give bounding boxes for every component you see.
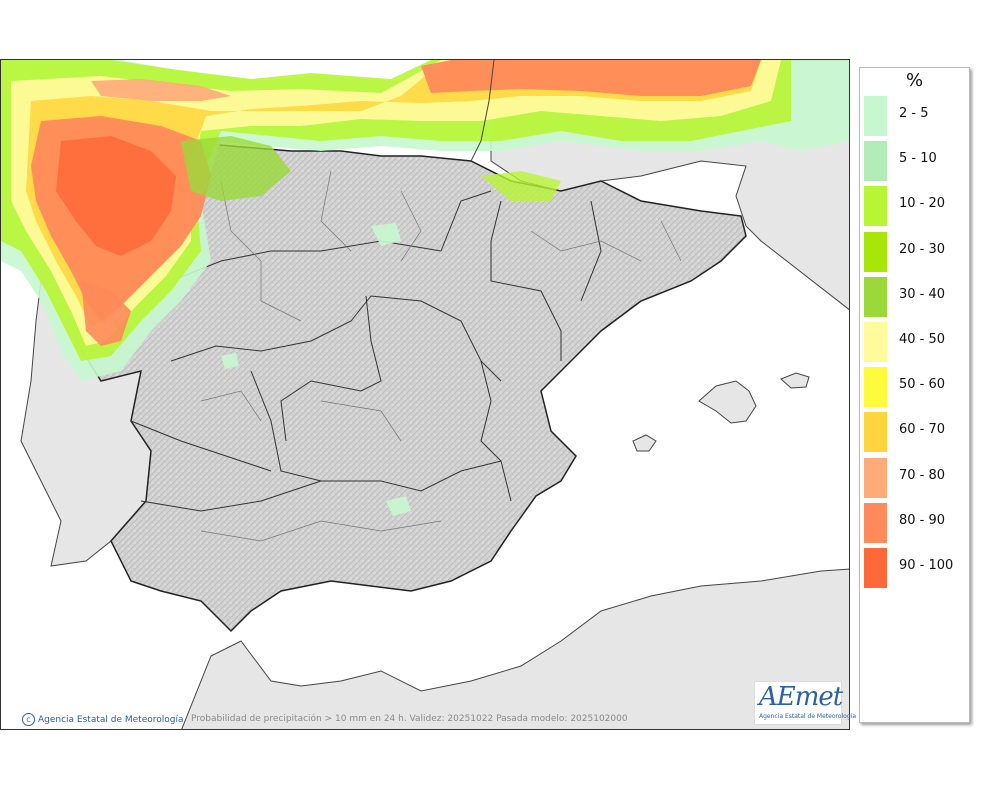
aemet-logo[interactable]: AEmet Agencia Estatal de Meteorología <box>754 681 856 725</box>
france-border-line <box>470 60 495 162</box>
legend-swatch <box>864 141 887 182</box>
menorca-island <box>780 372 810 389</box>
legend-label: 5 - 10 <box>899 151 937 167</box>
legend-label: 90 - 100 <box>899 558 954 573</box>
copyright-icon: c <box>22 713 35 726</box>
legend-label: 40 - 50 <box>899 332 946 347</box>
legend-label: 80 - 90 <box>899 512 946 528</box>
legend-panel: % 2 - 5 5 - 10 10 - 20 20 - 30 30 - 40 40 - 5… <box>859 67 970 723</box>
legend-item: 2 - 5 <box>864 96 969 136</box>
legend-label: 70 - 80 <box>899 467 946 483</box>
precipitation-map[interactable] <box>1 60 850 730</box>
legend-swatch <box>864 231 887 272</box>
legend-swatch <box>864 96 887 136</box>
legend-item: 10 - 20 <box>864 186 969 227</box>
legend-swatch <box>864 186 887 227</box>
legend-label: 10 - 20 <box>899 196 946 212</box>
legend-unit: % <box>905 70 924 91</box>
agency-credit-text: Agencia Estatal de Meteorología <box>38 714 184 725</box>
region-borders <box>130 190 602 512</box>
legend-swatch <box>864 502 887 543</box>
north-africa-landmass <box>181 568 849 729</box>
legend-item: 70 - 80 <box>864 457 969 498</box>
legend-item: 30 - 40 <box>864 276 969 317</box>
legend-item: 5 - 10 <box>864 141 969 182</box>
legend-label: 2 - 5 <box>899 106 929 121</box>
province-borders <box>200 170 682 542</box>
legend-swatch <box>864 367 887 408</box>
legend-swatch <box>864 412 887 453</box>
legend-label: 20 - 30 <box>899 241 946 257</box>
legend-item: 90 - 100 <box>864 548 969 588</box>
logo-wordmark: AEmet <box>759 682 843 712</box>
map-caption: Probabilidad de precipitación > 10 mm en… <box>191 714 628 724</box>
mallorca-island <box>698 380 757 424</box>
legend-item: 50 - 60 <box>864 367 969 408</box>
legend-label: 30 - 40 <box>899 286 946 302</box>
legend-item: 80 - 90 <box>864 502 969 543</box>
probability-overlay <box>1 60 849 516</box>
legend-item: 20 - 30 <box>864 231 969 272</box>
legend-swatch <box>864 276 887 317</box>
spain-landmass <box>30 125 747 633</box>
legend-swatch <box>864 548 887 588</box>
ibiza-island <box>632 434 657 452</box>
legend-swatch <box>864 457 887 498</box>
map-frame <box>0 59 850 730</box>
legend-label: 60 - 70 <box>899 422 946 438</box>
legend-swatch <box>864 322 887 362</box>
agency-credit[interactable]: c Agencia Estatal de Meteorología <box>22 713 184 726</box>
legend-item: 60 - 70 <box>864 412 969 453</box>
logo-subtitle: Agencia Estatal de Meteorología <box>759 713 856 720</box>
legend-label: 50 - 60 <box>899 377 946 393</box>
legend-item: 40 - 50 <box>864 322 969 362</box>
